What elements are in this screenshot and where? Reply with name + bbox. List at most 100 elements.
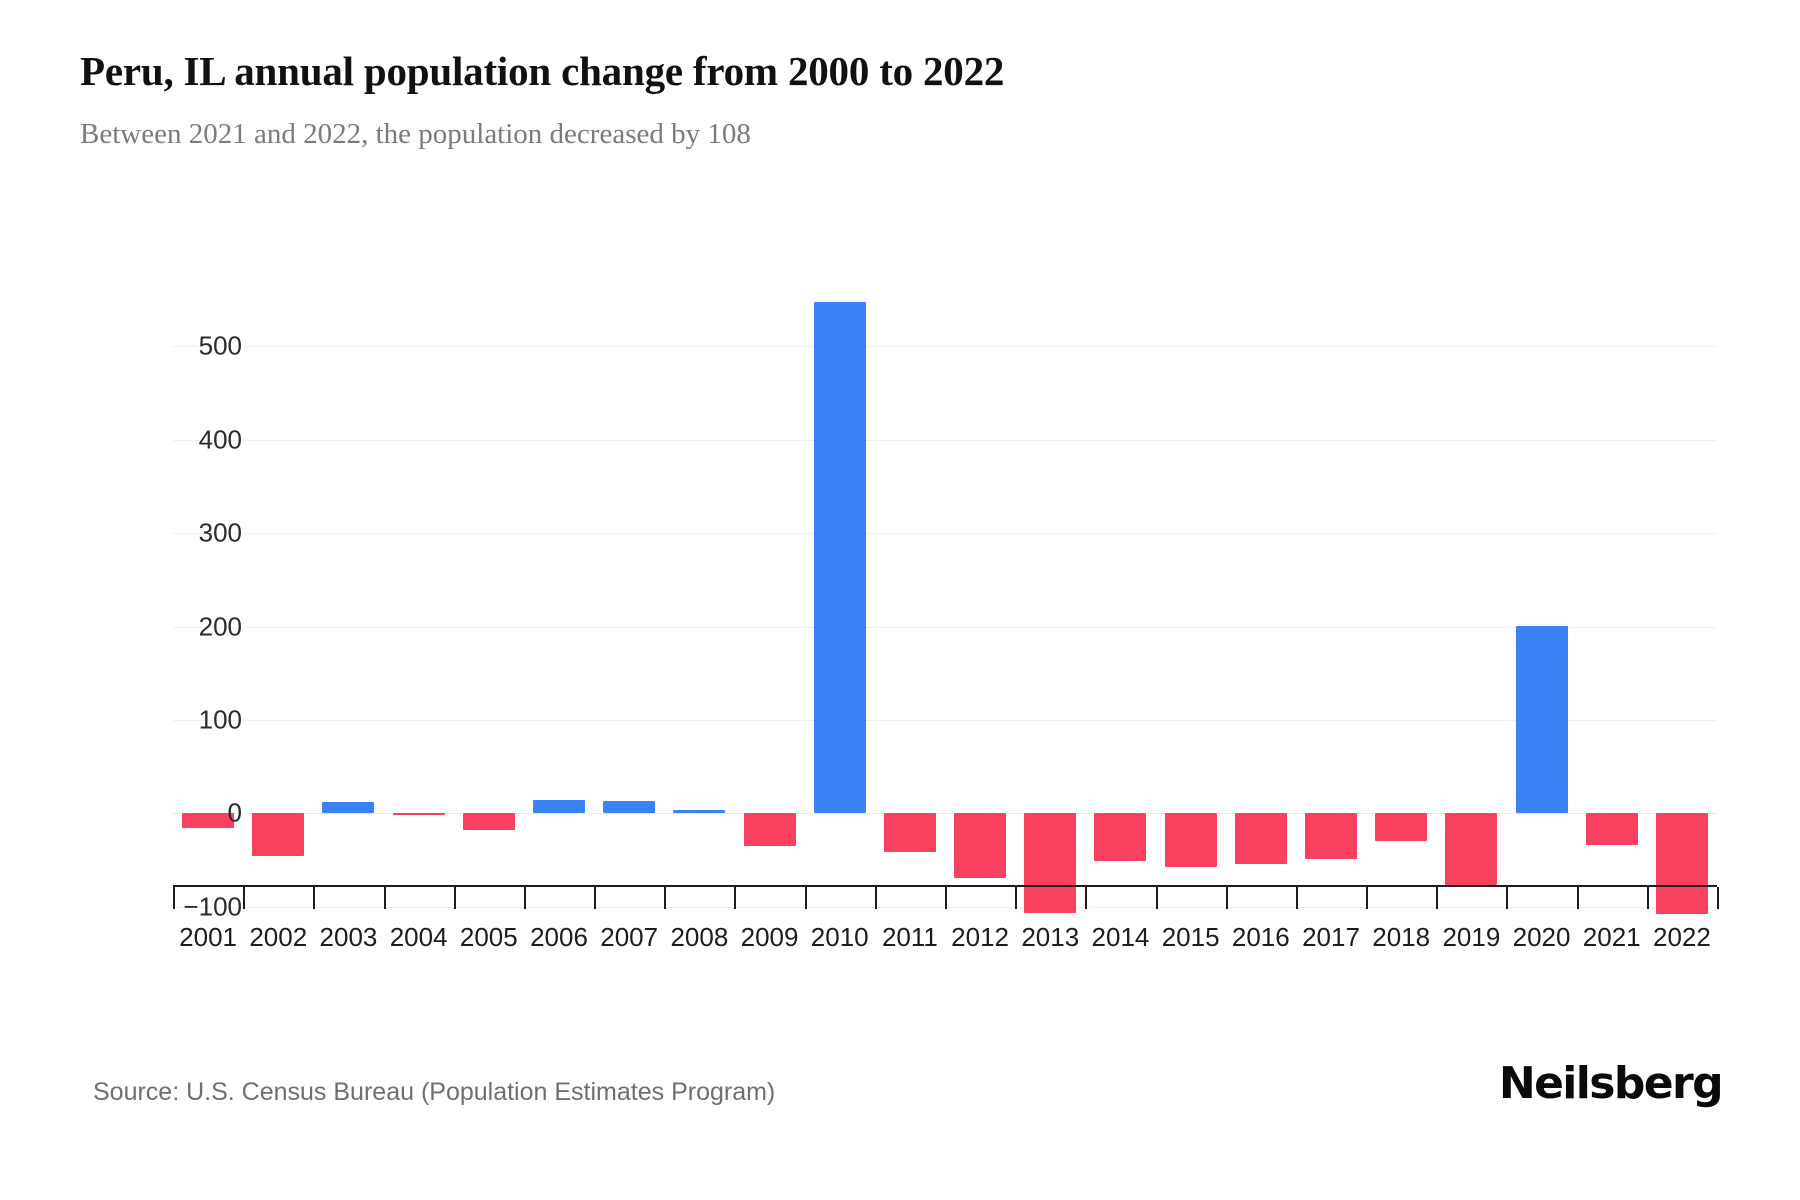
bar-2003[interactable] (322, 802, 375, 814)
gridline (173, 533, 1717, 535)
x-axis-tick-label-2008: 2008 (670, 922, 729, 952)
brand-logo: Neilsberg (1498, 1058, 1724, 1109)
x-axis-tick-mark (734, 887, 737, 909)
x-axis-tick-label-2003: 2003 (319, 922, 378, 952)
source-note: Source: U.S. Census Bureau (Population E… (93, 1078, 776, 1106)
gridline (173, 720, 1717, 721)
bar-2020[interactable] (1515, 625, 1568, 814)
x-axis-tick-mark (1646, 887, 1649, 909)
bar-slot (1366, 290, 1436, 935)
x-axis-tick-label-2009: 2009 (740, 922, 799, 952)
x-axis-tick-mark (243, 887, 246, 909)
bar-slot (454, 290, 524, 935)
bar-slot (734, 290, 804, 935)
zero-gridline (173, 813, 1717, 815)
x-axis-tick-mark (1717, 887, 1719, 909)
bar-slot (805, 290, 875, 935)
bar-2002[interactable] (252, 813, 305, 856)
x-axis-line (173, 885, 1717, 887)
x-axis-tick-mark (1366, 887, 1369, 909)
x-axis-tick-label-2022: 2022 (1652, 922, 1711, 952)
x-axis-tick-label-2010: 2010 (810, 922, 869, 952)
bar-2010[interactable] (813, 302, 866, 814)
x-axis-tick-label-2018: 2018 (1372, 922, 1431, 952)
bar-2021[interactable] (1585, 813, 1638, 846)
x-axis-tick-label-2019: 2019 (1442, 922, 1501, 952)
bar-2014[interactable] (1094, 813, 1147, 862)
plot-inner (173, 290, 1717, 935)
bar-2013[interactable] (1024, 813, 1077, 914)
x-axis-tick-mark (1295, 887, 1298, 909)
bar-slot (1647, 290, 1717, 935)
bar-slot (1015, 290, 1085, 935)
y-axis-tick-label: 0 (227, 797, 242, 828)
bar-slot (1085, 290, 1155, 935)
x-axis-tick-label-2001: 2001 (179, 922, 237, 952)
y-axis-tick-label: 200 (198, 611, 242, 642)
bar-2001[interactable] (182, 813, 235, 829)
bar-2017[interactable] (1304, 813, 1357, 860)
x-axis-tick-mark (1506, 887, 1509, 909)
bar-slot (173, 290, 243, 935)
x-axis-tick-mark (1436, 887, 1439, 909)
gridline (173, 626, 1717, 628)
x-axis-tick-mark (594, 887, 597, 909)
x-axis-tick-label-2011: 2011 (881, 922, 938, 952)
bar-2005[interactable] (462, 813, 515, 831)
bar-slot (243, 290, 313, 935)
x-axis-tick-mark (1576, 887, 1579, 909)
bar-2022[interactable] (1655, 813, 1708, 915)
bars-group (173, 290, 1717, 935)
x-axis-tick-mark (1155, 887, 1158, 909)
bar-slot (664, 290, 734, 935)
x-axis-tick-label-2006: 2006 (530, 922, 588, 952)
bar-2018[interactable] (1375, 813, 1428, 841)
bar-2006[interactable] (532, 800, 585, 814)
bar-2011[interactable] (883, 813, 936, 852)
bar-slot (945, 290, 1015, 935)
bar-2004[interactable] (392, 813, 445, 816)
y-axis-tick-label: 400 (198, 424, 242, 455)
page-title: Peru, IL annual population change from 2… (80, 48, 1005, 94)
x-axis-tick-mark (453, 887, 456, 909)
bar-slot (875, 290, 945, 935)
bar-slot (594, 290, 664, 935)
bar-2008[interactable] (673, 809, 726, 814)
x-axis-tick-label-2007: 2007 (600, 922, 659, 952)
y-axis-tick-label: 300 (198, 517, 242, 548)
bar-slot (384, 290, 454, 935)
bar-2019[interactable] (1445, 813, 1498, 885)
x-axis-tick-mark (173, 887, 175, 909)
x-axis-tick-label-2017: 2017 (1302, 922, 1360, 952)
bar-slot (524, 290, 594, 935)
bar-2007[interactable] (603, 801, 656, 814)
bar-2009[interactable] (743, 813, 796, 847)
bar-slot (1296, 290, 1366, 935)
bar-2012[interactable] (954, 813, 1007, 878)
x-axis-tick-label-2013: 2013 (1021, 922, 1080, 952)
x-axis-tick-mark (1225, 887, 1228, 909)
x-axis-tick-mark (945, 887, 947, 909)
x-axis-tick-mark (1015, 887, 1018, 909)
x-axis-tick-label-2016: 2016 (1231, 922, 1290, 952)
y-axis-tick-label: 500 (198, 330, 242, 361)
bar-2015[interactable] (1164, 813, 1217, 867)
bar-slot (1436, 290, 1506, 935)
x-axis-tick-label-2002: 2002 (249, 922, 308, 952)
bar-slot (313, 290, 383, 935)
x-axis-tick-label-2012: 2012 (951, 922, 1009, 952)
gridline (173, 346, 1717, 348)
x-axis-tick-mark (1085, 887, 1088, 909)
chart-subtitle: Between 2021 and 2022, the population de… (80, 118, 751, 151)
gridline (173, 439, 1717, 441)
bar-slot (1506, 290, 1576, 935)
bar-slot (1226, 290, 1296, 935)
x-axis-tick-mark (804, 887, 807, 909)
x-axis-tick-mark (874, 887, 877, 909)
x-axis-tick-label-2005: 2005 (459, 922, 518, 952)
x-axis-tick-mark (523, 887, 526, 909)
bar-slot (1577, 290, 1647, 935)
x-axis-tick-mark (664, 887, 667, 909)
bar-2016[interactable] (1234, 813, 1287, 864)
